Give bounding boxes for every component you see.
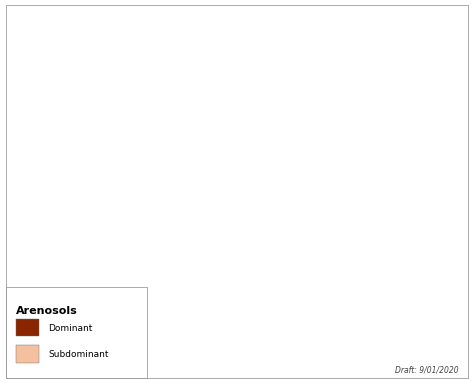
- Text: Subdominant: Subdominant: [48, 350, 109, 360]
- Bar: [16, 319, 39, 336]
- Bar: [16, 345, 39, 363]
- Text: Draft: 9/01/2020: Draft: 9/01/2020: [395, 365, 458, 374]
- Text: Dominant: Dominant: [48, 324, 93, 333]
- Text: Arenosols: Arenosols: [16, 306, 77, 316]
- FancyBboxPatch shape: [6, 286, 147, 378]
